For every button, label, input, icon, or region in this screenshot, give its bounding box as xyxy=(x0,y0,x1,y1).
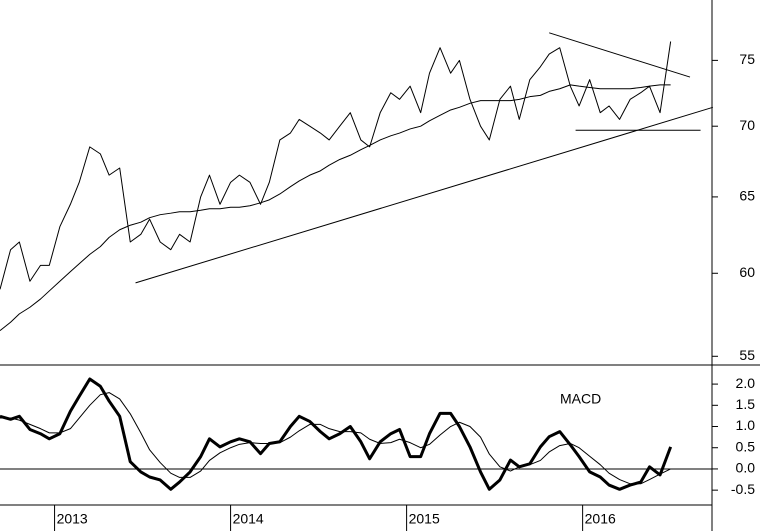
y-tick-label: 55 xyxy=(739,347,755,363)
y-tick-label: 2.0 xyxy=(736,375,756,391)
series-line xyxy=(0,392,671,485)
x-tick-label: 2016 xyxy=(585,511,616,527)
trend-line xyxy=(135,106,714,284)
y-tick-label: 75 xyxy=(739,51,755,67)
y-tick-label: 0.5 xyxy=(736,438,756,454)
x-tick-label: 2015 xyxy=(409,511,440,527)
series-line xyxy=(0,41,672,290)
y-tick-label: 60 xyxy=(739,264,755,280)
y-tick-label: -0.5 xyxy=(731,481,755,497)
x-tick-label: 2013 xyxy=(57,511,88,527)
x-tick-label: 2014 xyxy=(233,511,264,527)
y-tick-label: 0.0 xyxy=(736,460,756,476)
y-tick-label: 1.5 xyxy=(736,396,756,412)
y-tick-label: 70 xyxy=(739,117,755,133)
annotation: MACD xyxy=(560,391,601,407)
series-line xyxy=(0,377,673,491)
series-line xyxy=(0,84,671,332)
y-tick-label: 1.0 xyxy=(736,417,756,433)
y-tick-label: 65 xyxy=(739,188,755,204)
